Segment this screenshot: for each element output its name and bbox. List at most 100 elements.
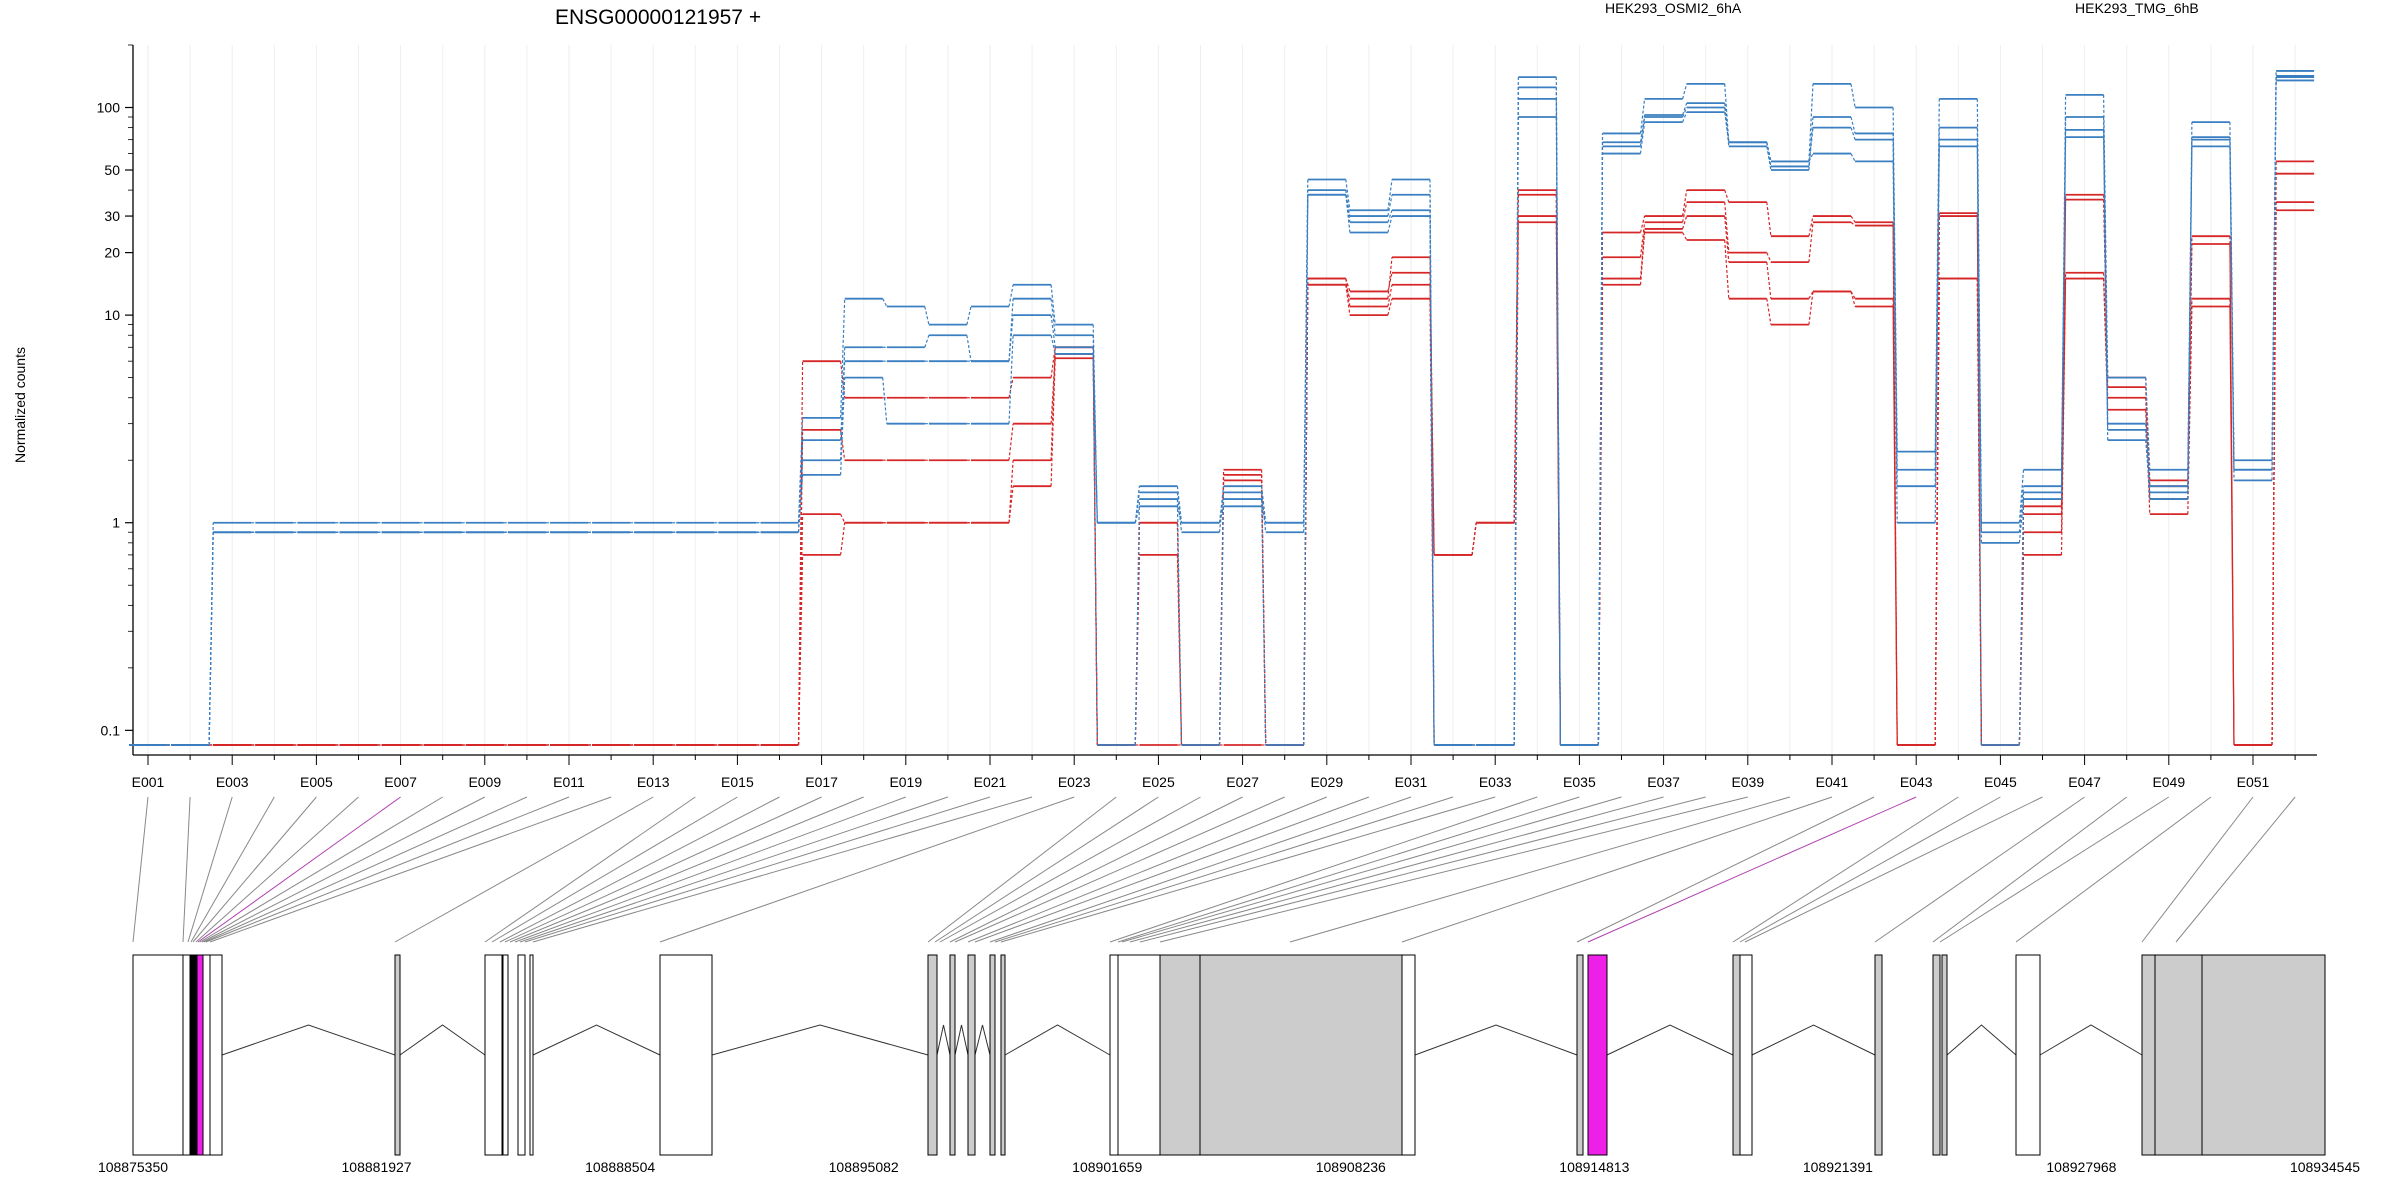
transition-line [1050, 284, 1056, 325]
exon-block [529, 954, 534, 1156]
transition-line [1176, 499, 1183, 746]
transition-line [2103, 272, 2109, 398]
transition-line [1050, 315, 1056, 348]
exon-block [202, 954, 211, 1156]
exon-block [190, 954, 197, 1156]
exon-block [967, 954, 976, 1156]
intron-line [1751, 1024, 1876, 1056]
exon-connector [1109, 796, 1538, 943]
exon-block [1109, 954, 1119, 1156]
transition-line [1766, 202, 1772, 237]
transition-line [1092, 347, 1098, 746]
coordinate-label: 108888504 [585, 1159, 655, 1175]
x-tick-label: E009 [468, 774, 501, 790]
exon-connector [1874, 796, 2085, 943]
exon-connector [182, 796, 191, 943]
exon-connector [491, 796, 738, 943]
exon-block [927, 954, 938, 1156]
transition-line [882, 298, 888, 307]
data-series [129, 70, 2315, 746]
chart-title: ENSG00000121957 + [555, 6, 761, 29]
transition-line [1261, 499, 1267, 746]
transition-line [1513, 87, 1519, 746]
transition-line [1387, 194, 1393, 217]
exon-connector [190, 796, 275, 943]
intron-line [711, 1024, 929, 1056]
intron-line [2039, 1024, 2143, 1056]
coordinate-label: 108934545 [2290, 1159, 2360, 1175]
x-tick-label: E011 [553, 774, 585, 790]
transition-line [2018, 486, 2025, 533]
series-1 [129, 172, 2315, 746]
exon-block [2141, 954, 2156, 1156]
exon-connector [1129, 796, 1664, 943]
transition-line [2271, 202, 2277, 746]
transition-line [1345, 284, 1351, 316]
transition-line [1850, 215, 1856, 223]
transition-line [1682, 102, 1688, 116]
transition-line [1387, 284, 1393, 307]
intron-line [1946, 1024, 2017, 1056]
transition-line [2229, 298, 2235, 746]
transition-line [924, 335, 930, 348]
exon-connector [1000, 796, 1496, 943]
transition-line [1724, 189, 1730, 203]
transition-line [2145, 377, 2151, 470]
transition-line [1682, 215, 1688, 230]
transition-line [1724, 112, 1730, 143]
exon-connector [994, 796, 1454, 943]
transition-line [1682, 83, 1688, 100]
x-tick-label: E033 [1479, 774, 1512, 790]
coordinate-label: 108875350 [98, 1159, 168, 1175]
exon-block [949, 954, 956, 1156]
exon-block [989, 954, 996, 1156]
transition-line [2187, 298, 2193, 500]
x-tick-label: E043 [1900, 774, 1933, 790]
transition-line [924, 306, 930, 325]
exon-connector [199, 796, 443, 943]
exon-block [1732, 954, 1741, 1156]
exon-connector [974, 796, 1370, 943]
series-3 [129, 201, 2315, 746]
transition-line [1682, 111, 1688, 123]
x-tick-label: E005 [300, 774, 333, 790]
transition-line [1387, 179, 1393, 211]
y-tick-label: 100 [97, 99, 121, 115]
exon-connector [1121, 796, 1622, 943]
x-tick-label: E039 [1731, 774, 1764, 790]
transition-line [1008, 284, 1014, 307]
transition-line [1261, 486, 1267, 523]
exon-connector [192, 796, 317, 943]
transition-line [2145, 397, 2151, 500]
transition-line [1597, 146, 1604, 746]
exon-connector [954, 796, 1285, 943]
y-tick-label: 0.1 [101, 722, 121, 738]
transition-line [2060, 194, 2067, 515]
exon-connector [484, 796, 696, 943]
exon-connector [1587, 796, 1917, 943]
coordinate-label: 108881927 [342, 1159, 412, 1175]
exon-block [1199, 954, 1403, 1156]
series-2 [129, 209, 2315, 746]
transition-line [1008, 423, 1014, 461]
transition-line [1808, 291, 1814, 299]
transition-line [1976, 139, 1982, 543]
transition-line [1008, 315, 1014, 362]
coordinate-label: 108908236 [1316, 1159, 1386, 1175]
exon-block [132, 954, 184, 1156]
y-tick-label: 30 [104, 208, 120, 224]
y-axis-ticks: 0.1 1 10 20 30 50 100 [97, 44, 133, 738]
x-tick-label: E029 [1310, 774, 1343, 790]
y-tick-label: 50 [104, 162, 120, 178]
transition-line [1050, 347, 1056, 461]
exon-block [1576, 954, 1584, 1156]
intron-line [974, 1024, 991, 1056]
exon-connector [2015, 796, 2212, 943]
transition-line [1387, 210, 1393, 223]
x-tick-label: E041 [1816, 774, 1849, 790]
exon-connector [394, 796, 654, 943]
exon-block [517, 954, 526, 1156]
transition-line [1850, 221, 1856, 227]
transition-line [1176, 492, 1183, 533]
